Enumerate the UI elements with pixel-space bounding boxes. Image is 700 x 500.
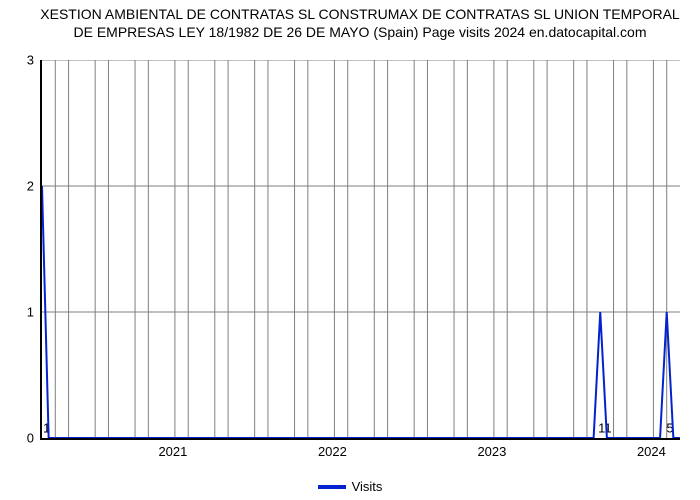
y-tick-label: 3 — [4, 53, 34, 68]
y-tick-label: 2 — [4, 179, 34, 194]
legend-label: Visits — [352, 479, 383, 494]
x-tick-label: 2023 — [477, 444, 506, 459]
chart-title: XESTION AMBIENTAL DE CONTRATAS SL CONSTR… — [40, 6, 680, 41]
x-tick-label: 2021 — [158, 444, 187, 459]
legend: Visits — [0, 479, 700, 494]
x-tick-label: 2024 — [637, 444, 666, 459]
x-tick-label: 2022 — [318, 444, 347, 459]
chart-svg — [42, 60, 680, 438]
legend-swatch — [318, 485, 346, 489]
chart-container: XESTION AMBIENTAL DE CONTRATAS SL CONSTR… — [0, 0, 700, 500]
y-tick-label: 0 — [4, 431, 34, 446]
plot-area — [40, 60, 680, 440]
y-tick-label: 1 — [4, 305, 34, 320]
